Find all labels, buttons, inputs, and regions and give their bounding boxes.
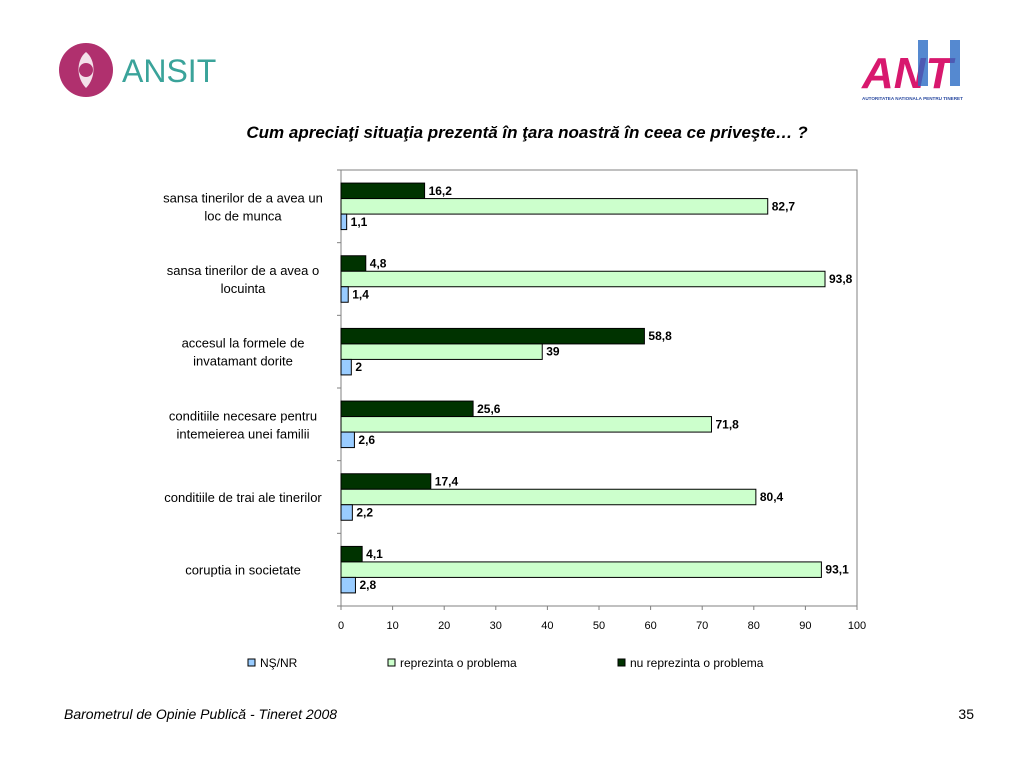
- legend-swatch: [387, 658, 396, 667]
- legend-swatch: [247, 658, 256, 667]
- data-label: 93,1: [825, 563, 849, 577]
- data-label: 2,2: [356, 506, 373, 520]
- data-label: 2,8: [359, 578, 376, 592]
- ansit-logo: ANSIT: [59, 43, 216, 97]
- data-label: 93,8: [829, 272, 853, 286]
- data-label: 82,7: [772, 199, 796, 213]
- x-tick-label: 70: [696, 620, 708, 632]
- data-label: 39: [546, 345, 560, 359]
- bar: [340, 561, 822, 578]
- legend-label: reprezinta o problema: [400, 656, 517, 670]
- legend-label: NŞ/NR: [260, 656, 298, 670]
- bar: [340, 213, 348, 231]
- bar: [340, 343, 543, 360]
- x-tick-label: 20: [438, 620, 450, 632]
- plot-area: [340, 169, 858, 607]
- bar: [340, 198, 769, 215]
- legend-label: nu reprezinta o problema: [630, 656, 764, 670]
- bar: [340, 576, 356, 594]
- category-label: conditiile de trai ale tinerilor: [164, 490, 322, 505]
- x-tick-label: 80: [748, 620, 760, 632]
- data-label: 1,1: [351, 215, 368, 229]
- bar: [340, 473, 432, 490]
- category-label: invatamant dorite: [193, 354, 293, 369]
- data-label: 4,8: [370, 257, 387, 271]
- bar: [340, 545, 363, 563]
- bar: [340, 431, 355, 449]
- legend-swatch: [617, 658, 626, 667]
- x-tick-label: 0: [338, 620, 344, 632]
- data-label: 4,1: [366, 547, 383, 561]
- bar: [340, 416, 712, 433]
- ant-logo-text: ANT: [861, 49, 956, 98]
- category-label: accesul la formele de: [182, 336, 305, 351]
- bar: [340, 504, 353, 521]
- x-tick-label: 40: [541, 620, 553, 632]
- x-tick-label: 60: [644, 620, 656, 632]
- ant-logo-subtitle: AUTORITATEA NATIONALA PENTRU TINERET: [862, 96, 963, 101]
- x-tick-label: 50: [593, 620, 605, 632]
- ant-logo: ANT AUTORITATEA NATIONALA PENTRU TINERET: [861, 40, 963, 101]
- category-label: sansa tinerilor de a avea un: [163, 190, 323, 205]
- x-tick-label: 90: [799, 620, 811, 632]
- category-label: conditiile necesare pentru: [169, 408, 317, 423]
- x-tick-label: 10: [386, 620, 398, 632]
- data-label: 1,4: [352, 288, 369, 302]
- bar: [340, 400, 474, 418]
- x-tick-label: 100: [848, 620, 866, 632]
- data-label: 16,2: [429, 184, 453, 198]
- category-label: loc de munca: [204, 208, 282, 223]
- data-label: 71,8: [715, 417, 739, 431]
- category-label: locuinta: [221, 281, 267, 296]
- category-label: sansa tinerilor de a avea o: [167, 263, 319, 278]
- bar: [340, 182, 426, 200]
- bar: [340, 327, 645, 345]
- data-label: 80,4: [760, 490, 784, 504]
- category-label: intemeierea unei familii: [177, 426, 310, 441]
- bar: [340, 255, 367, 272]
- bar: [340, 358, 352, 376]
- data-label: 17,4: [435, 475, 459, 489]
- page-number: 35: [958, 706, 974, 722]
- bar: [340, 270, 826, 288]
- data-label: 2,6: [358, 433, 375, 447]
- category-label: coruptia in societate: [185, 563, 301, 578]
- footer-source: Barometrul de Opinie Publică - Tineret 2…: [64, 706, 338, 722]
- data-label: 58,8: [648, 329, 672, 343]
- page-title: Cum apreciaţi situaţia prezentă în ţara …: [246, 123, 808, 142]
- x-tick-label: 30: [490, 620, 502, 632]
- bar: [340, 286, 349, 303]
- ansit-logo-text: ANSIT: [122, 53, 216, 89]
- data-label: 25,6: [477, 402, 501, 416]
- data-label: 2: [355, 360, 362, 374]
- bar: [340, 488, 757, 506]
